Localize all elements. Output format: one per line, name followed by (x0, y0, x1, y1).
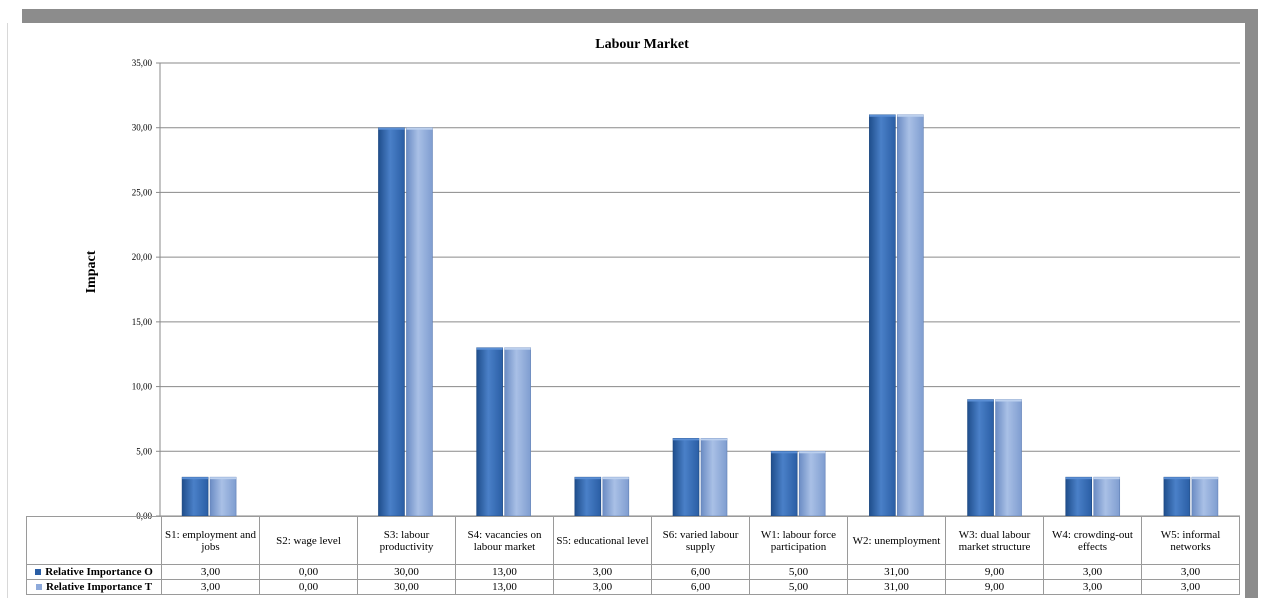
data-value-cell: 0,00 (259, 579, 358, 595)
bar-relative-importance-o (181, 476, 209, 517)
data-value-cell: 3,00 (1141, 564, 1240, 580)
category-label: W1: labour force participation (749, 516, 848, 565)
bar-top-cap (995, 399, 1022, 402)
bar-top-cap (210, 477, 237, 480)
series-row-o: Relative Importance O 3,00 0,00 30,00 13,00… (26, 564, 1240, 580)
y-tick-label: 5,00 (136, 446, 152, 456)
data-value-cell: 6,00 (651, 579, 750, 595)
bar-top-cap (378, 127, 405, 130)
bar-relative-importance-o (672, 438, 700, 517)
bar-relative-importance-t (700, 438, 728, 517)
data-value-cell: 6,00 (651, 564, 750, 580)
bar-top-cap (504, 347, 531, 350)
series-name-t: Relative Importance T (26, 579, 162, 595)
bar-relative-importance-t (1191, 476, 1219, 517)
bar-top-cap (406, 127, 433, 130)
category-label: W3: dual labour market structure (945, 516, 1044, 565)
category-label: S5: educational level (553, 516, 652, 565)
category-label: S6: varied labour supply (651, 516, 750, 565)
category-label: S1: employment and jobs (161, 516, 260, 565)
legend-swatch-t (35, 584, 42, 591)
y-axis-label: Impact (84, 250, 99, 293)
bar-relative-importance-t (897, 114, 924, 517)
window-top-border (22, 9, 1258, 23)
category-label: W4: crowding-out effects (1043, 516, 1142, 565)
chart-title: Labour Market (595, 37, 689, 52)
bar-relative-importance-t (995, 399, 1022, 517)
bar-relative-importance-o (770, 450, 798, 517)
bar-relative-importance-o (476, 347, 503, 517)
bar-top-cap (1093, 477, 1120, 480)
bar-relative-importance-o (378, 127, 405, 517)
bar-top-cap (673, 438, 699, 441)
category-label: S4: vacancies on labour market (455, 516, 554, 565)
bar-top-cap (869, 114, 896, 117)
bar-relative-importance-t (406, 127, 433, 517)
data-value-cell: 30,00 (357, 579, 456, 595)
data-value-cell: 0,00 (259, 564, 358, 580)
data-value-cell: 3,00 (1043, 579, 1142, 595)
series-label-o: Relative Importance O (45, 566, 153, 578)
data-value-cell: 3,00 (553, 564, 652, 580)
bar-relative-importance-t (602, 476, 630, 517)
series-label-t: Relative Importance T (45, 581, 153, 593)
y-tick-label: 30,00 (132, 123, 153, 133)
bar-top-cap (799, 451, 826, 454)
data-value-cell: 31,00 (847, 579, 946, 595)
data-value-cell: 13,00 (455, 564, 554, 580)
bar-relative-importance-t (504, 347, 531, 517)
data-value-cell: 3,00 (1141, 579, 1240, 595)
data-value-cell: 9,00 (945, 564, 1044, 580)
data-table: S1: employment and jobs S2: wage level S3:… (26, 516, 1240, 595)
data-value-cell: 13,00 (455, 579, 554, 595)
data-value-cell: 5,00 (749, 579, 848, 595)
bar-top-cap (701, 438, 727, 441)
data-value-cell: 31,00 (847, 564, 946, 580)
window-right-border (1245, 9, 1258, 598)
data-value-cell: 30,00 (357, 564, 456, 580)
bar-relative-importance-o (1065, 476, 1093, 517)
bar-top-cap (1163, 477, 1190, 480)
bar-top-cap (182, 477, 209, 480)
series-row-t: Relative Importance T 3,00 0,00 30,00 13,00… (26, 579, 1240, 595)
y-tick-label: 10,00 (132, 382, 153, 392)
category-label: S3: labour productivity (357, 516, 456, 565)
series-name-o: Relative Importance O (26, 564, 162, 580)
bar-relative-importance-t (798, 450, 826, 517)
y-tick-label: 35,00 (132, 58, 153, 68)
gridlines (160, 62, 1240, 517)
bar-relative-importance-o (1163, 476, 1191, 517)
data-value-cell: 5,00 (749, 564, 848, 580)
category-label: S2: wage level (259, 516, 358, 565)
category-row: S1: employment and jobs S2: wage level S3:… (26, 516, 1240, 565)
bar-relative-importance-o (869, 114, 896, 517)
bar-top-cap (1191, 477, 1218, 480)
bars (181, 114, 1219, 517)
category-label: W2: unemployment (847, 516, 946, 565)
data-value-cell: 3,00 (161, 564, 260, 580)
bar-top-cap (602, 477, 629, 480)
bar-relative-importance-t (209, 476, 237, 517)
bar-relative-importance-o (574, 476, 602, 517)
bar-relative-importance-t (1093, 476, 1121, 517)
table-corner (26, 516, 162, 565)
data-value-cell: 3,00 (553, 579, 652, 595)
bar-top-cap (771, 451, 798, 454)
y-tick-label: 15,00 (132, 317, 153, 327)
data-value-cell: 9,00 (945, 579, 1044, 595)
category-label: W5: informal networks (1141, 516, 1240, 565)
bar-top-cap (574, 477, 601, 480)
bar-top-cap (476, 347, 503, 350)
data-value-cell: 3,00 (161, 579, 260, 595)
y-tick-label: 25,00 (132, 187, 153, 197)
legend-swatch-o (35, 569, 42, 576)
bar-top-cap (1065, 477, 1092, 480)
y-tick-label: 20,00 (132, 252, 153, 262)
bar-top-cap (897, 114, 924, 117)
bar-top-cap (967, 399, 994, 402)
bar-relative-importance-o (967, 399, 994, 517)
data-value-cell: 3,00 (1043, 564, 1142, 580)
